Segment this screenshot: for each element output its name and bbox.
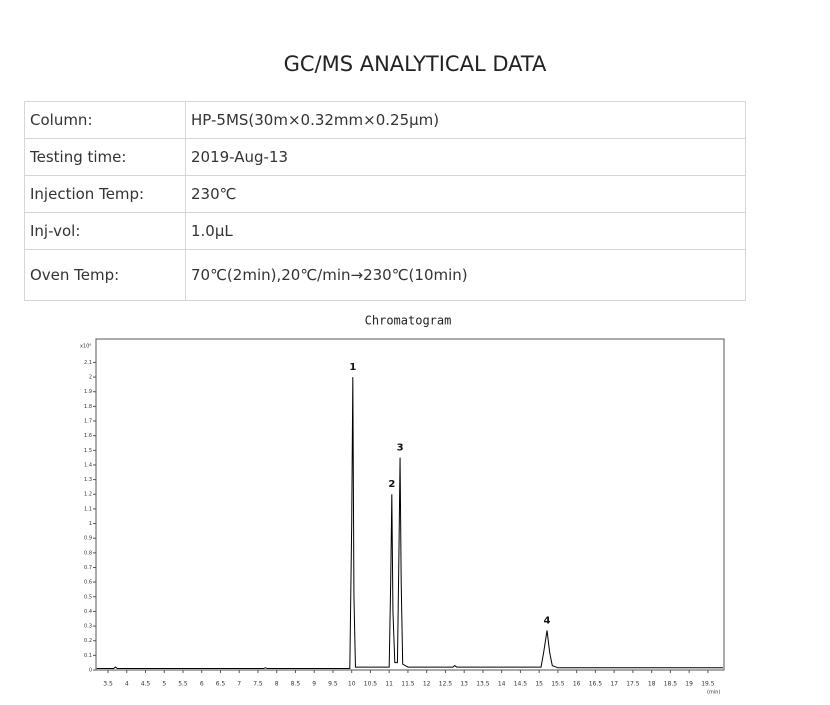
x-tick-label: 13 bbox=[460, 681, 468, 688]
x-tick-label: 9.5 bbox=[328, 681, 338, 688]
x-tick-label: 4 bbox=[125, 681, 129, 688]
x-tick-label: 17 bbox=[610, 681, 618, 688]
table-key: Testing time: bbox=[24, 138, 186, 176]
page-title: GC/MS ANALYTICAL DATA bbox=[283, 52, 547, 76]
y-tick-label: 0.8 bbox=[84, 550, 92, 556]
y-tick-label: 1.3 bbox=[84, 477, 92, 483]
y-tick-label: 1.7 bbox=[84, 419, 92, 425]
chromatogram-trace bbox=[96, 377, 723, 670]
x-tick-label: 12 bbox=[423, 681, 431, 688]
table-key: Column: bbox=[24, 101, 186, 139]
y-tick-label: 0.4 bbox=[84, 609, 92, 615]
table-value: 230℃ bbox=[185, 175, 746, 213]
y-tick-label: 1.9 bbox=[84, 389, 92, 395]
x-tick-label: 5.5 bbox=[178, 681, 188, 688]
peak-label: 4 bbox=[544, 615, 551, 626]
x-tick-label: 16.5 bbox=[589, 681, 603, 688]
y-tick-label: 1.4 bbox=[84, 462, 92, 468]
x-tick-label: 6.5 bbox=[216, 681, 226, 688]
x-tick-label: 5 bbox=[162, 681, 166, 688]
x-tick-label: 17.5 bbox=[626, 681, 640, 688]
x-tick-label: 3.5 bbox=[103, 681, 113, 688]
y-tick-label: 0.3 bbox=[84, 624, 92, 630]
table-value: 70℃(2min),20℃/min→230℃(10min) bbox=[185, 249, 746, 301]
table-value: HP-5MS(30m×0.32mm×0.25μm) bbox=[185, 101, 746, 139]
table-row: Injection Temp: 230℃ bbox=[24, 175, 746, 213]
y-tick-label: 1.1 bbox=[84, 506, 92, 512]
y-tick-label: 0.9 bbox=[84, 536, 92, 542]
y-tick-label: 0.2 bbox=[84, 638, 92, 644]
y-tick-label: 2.1 bbox=[84, 360, 92, 366]
x-tick-label: 18 bbox=[648, 681, 656, 688]
y-tick-label: 0 bbox=[89, 668, 92, 674]
x-tick-label: 7 bbox=[237, 681, 241, 688]
x-tick-label: 9 bbox=[312, 681, 316, 688]
table-value: 1.0μL bbox=[185, 212, 746, 250]
peak-label: 2 bbox=[388, 479, 395, 490]
x-tick-label: 16 bbox=[573, 681, 581, 688]
y-tick-label: 1.6 bbox=[84, 433, 92, 439]
y-tick-label: 0.7 bbox=[84, 565, 92, 571]
x-tick-label: 12.5 bbox=[439, 681, 453, 688]
chart: Chromatogram x10⁶ (min) 3.5 4 4.5 5 5.5 6 6.5 7… bbox=[80, 314, 725, 696]
x-tick-label: 4.5 bbox=[141, 681, 151, 688]
table-key: Oven Temp: bbox=[24, 249, 186, 301]
x-tick-label: 10.5 bbox=[364, 681, 378, 688]
plot-frame bbox=[95, 338, 725, 671]
x-tick-label: 8.5 bbox=[291, 681, 301, 688]
x-tick-label: 13.5 bbox=[476, 681, 490, 688]
peak-label: 3 bbox=[397, 443, 404, 454]
y-tick-label: 1 bbox=[89, 521, 92, 527]
info-table: Column: HP-5MS(30m×0.32mm×0.25μm) Testing… bbox=[24, 101, 746, 301]
y-tick-label: 1.2 bbox=[84, 492, 92, 498]
table-key: Injection Temp: bbox=[24, 175, 186, 213]
x-tick-label: 11.5 bbox=[401, 681, 415, 688]
table-row: Inj-vol: 1.0μL bbox=[24, 212, 746, 250]
x-tick-label: 6 bbox=[200, 681, 204, 688]
table-row: Oven Temp: 70℃(2min),20℃/min→230℃(10min) bbox=[24, 249, 746, 301]
x-tick-label: 7.5 bbox=[253, 681, 263, 688]
table-key: Inj-vol: bbox=[24, 212, 186, 250]
y-unit: x10⁶ bbox=[80, 344, 91, 350]
x-tick-label: 8 bbox=[275, 681, 279, 688]
y-tick-label: 1.5 bbox=[84, 448, 92, 454]
table-value: 2019-Aug-13 bbox=[185, 138, 746, 176]
x-tick-label: 15 bbox=[535, 681, 543, 688]
table-row: Column: HP-5MS(30m×0.32mm×0.25μm) bbox=[24, 101, 746, 139]
chart-title: Chromatogram bbox=[365, 314, 452, 328]
x-tick-label: 14.5 bbox=[514, 681, 528, 688]
y-tick-label: 0.6 bbox=[84, 580, 92, 586]
peak-label: 1 bbox=[349, 362, 356, 373]
y-tick-label: 0.1 bbox=[84, 653, 92, 659]
x-unit: (min) bbox=[707, 690, 720, 696]
y-tick-label: 1.8 bbox=[84, 404, 92, 410]
x-tick-label: 19 bbox=[685, 681, 693, 688]
x-tick-label: 11 bbox=[385, 681, 393, 688]
y-tick-label: 0.5 bbox=[84, 594, 92, 600]
y-tick-label: 2 bbox=[89, 375, 92, 381]
x-tick-label: 15.5 bbox=[551, 681, 565, 688]
x-tick-label: 18.5 bbox=[664, 681, 678, 688]
x-tick-label: 10 bbox=[348, 681, 356, 688]
x-tick-label: 19.5 bbox=[701, 681, 715, 688]
x-tick-label: 14 bbox=[498, 681, 506, 688]
table-row: Testing time: 2019-Aug-13 bbox=[24, 138, 746, 176]
